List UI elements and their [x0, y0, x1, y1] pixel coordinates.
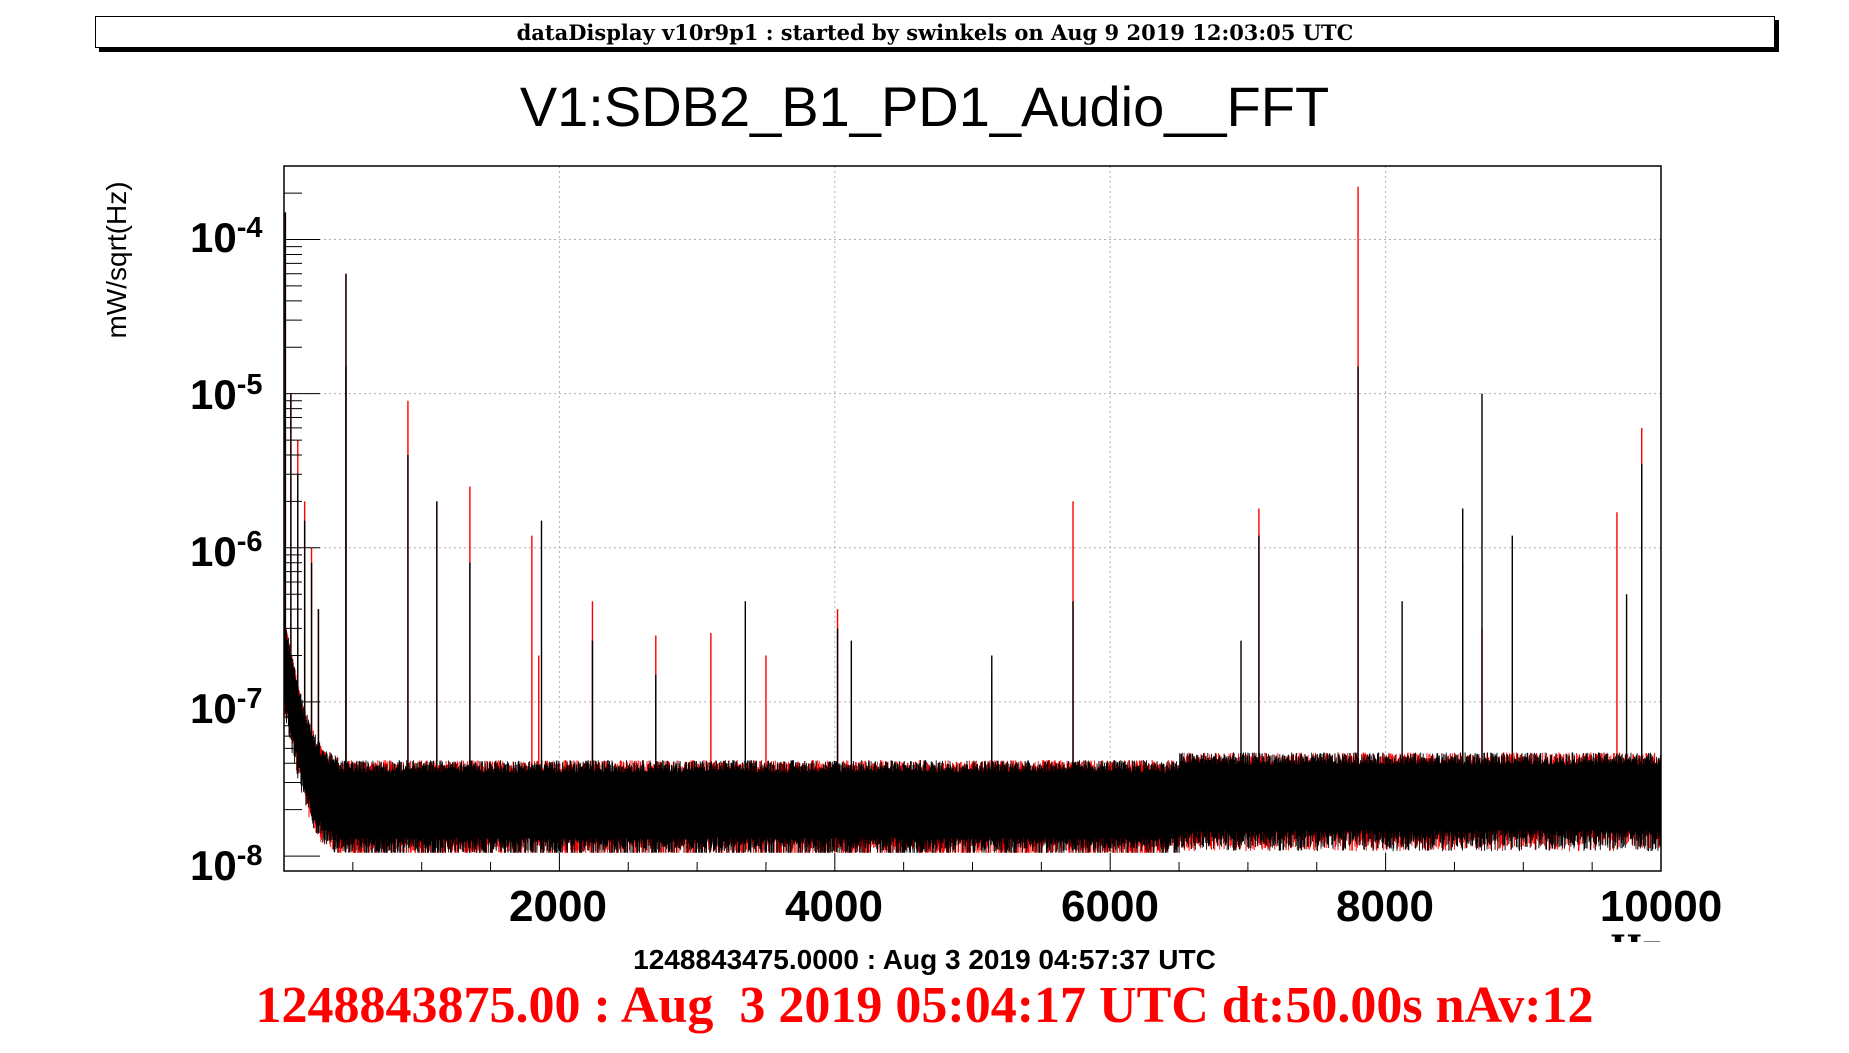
y-tick-label: 10-4 [190, 212, 263, 261]
y-axis-label: mW/sqrt(Hz) [101, 181, 132, 339]
y-tick-label: 10-5 [190, 369, 263, 418]
axis-ticks [283, 192, 1662, 871]
y-tick-label: 10-7 [190, 683, 263, 732]
y-tick-label: 10-6 [190, 526, 263, 575]
x-tick-label: 2000 [509, 882, 607, 931]
x-tick-label: 10000 [1599, 882, 1723, 931]
x-tick-label: 6000 [1061, 882, 1159, 931]
x-axis-label: Hz [1610, 928, 1661, 942]
spectrum-traces [283, 186, 1662, 853]
x-tick-label: 4000 [785, 882, 883, 931]
app-banner: dataDisplay v10r9p1 : started by swinkel… [95, 16, 1775, 48]
series-reference-floor [283, 619, 1662, 853]
plot-frame [283, 165, 1662, 872]
current-timestamp: 1248843875.00 : Aug 3 2019 05:04:17 UTC … [255, 977, 1594, 1034]
reference-timestamp: 1248843475.0000 : Aug 3 2019 04:57:37 UT… [633, 944, 1216, 975]
chart-title: V1:SDB2_B1_PD1_Audio__FFT [519, 75, 1330, 138]
y-tick-label: 10-8 [190, 840, 263, 889]
x-tick-label: 8000 [1336, 882, 1434, 931]
